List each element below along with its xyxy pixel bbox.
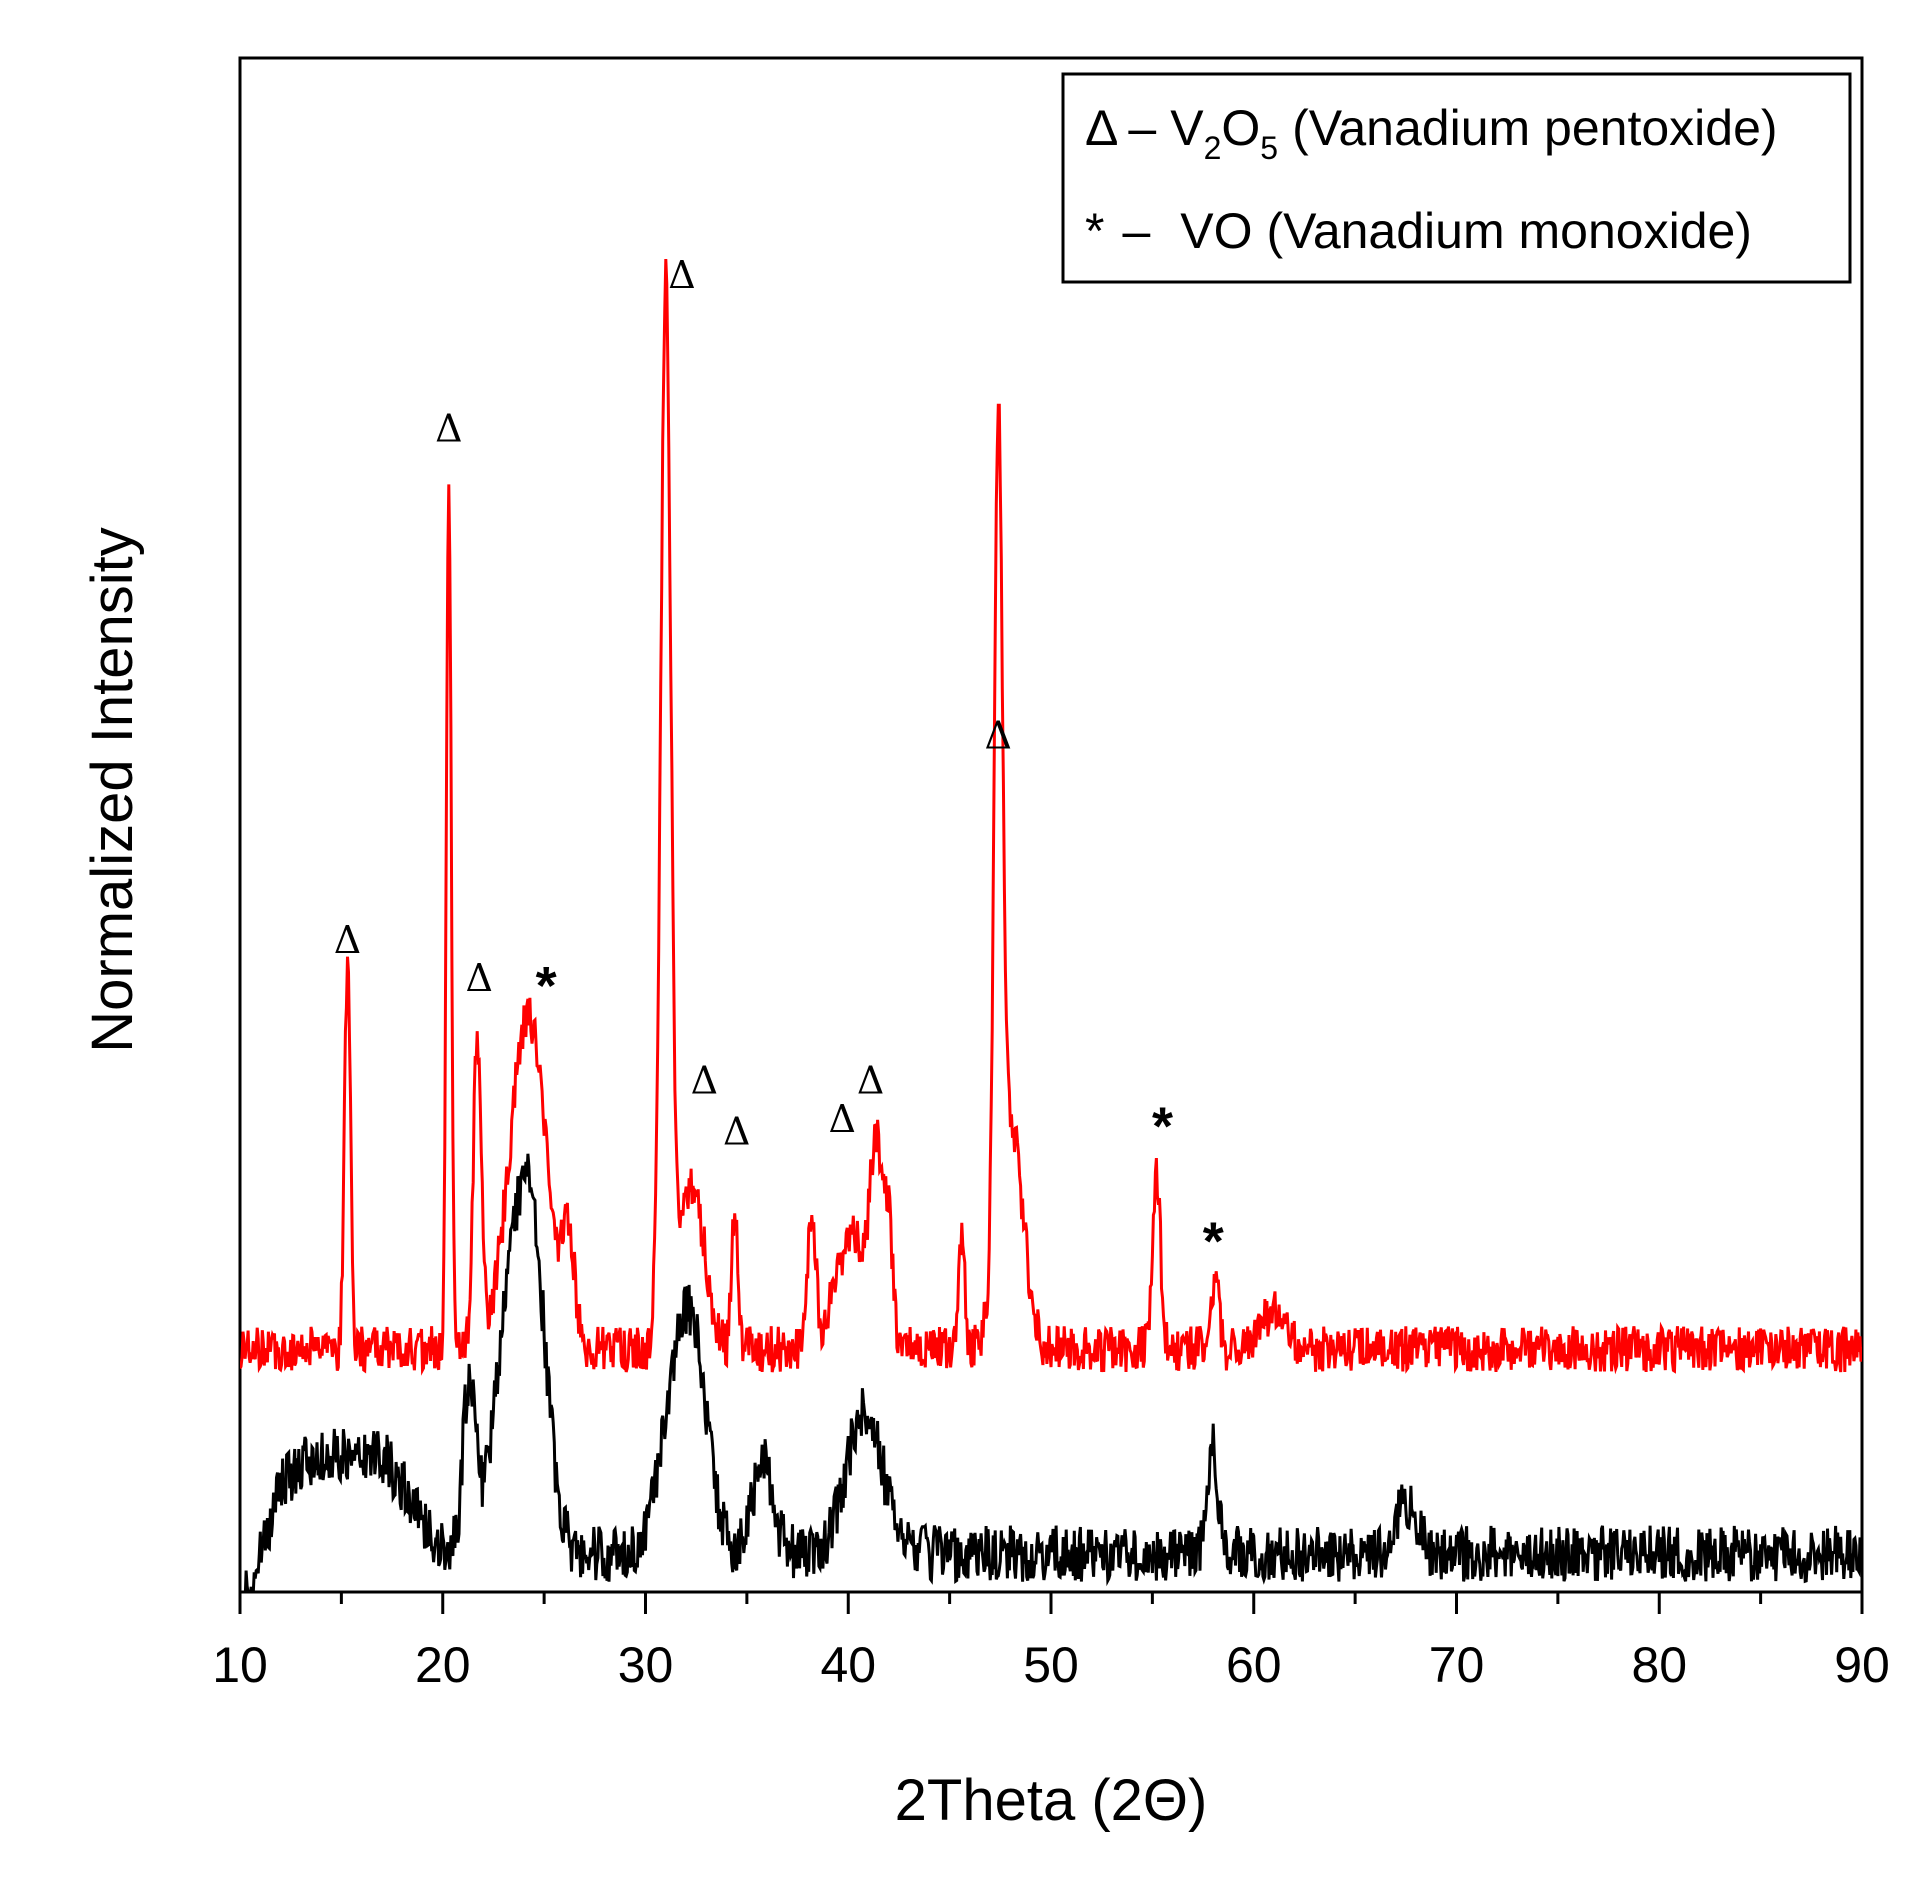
- x-tick-label: 90: [1834, 1637, 1890, 1693]
- series-layer: [240, 258, 1862, 1592]
- x-tick-label: 40: [820, 1637, 876, 1693]
- peak-marker-vo-star: *: [1203, 1212, 1224, 1272]
- series-lower-black-line: [243, 1153, 1862, 1592]
- x-axis-ticks: [238, 1592, 1864, 1614]
- x-tick-label: 50: [1023, 1637, 1079, 1693]
- legend-v2o5-symbol: Δ: [1085, 100, 1118, 156]
- peak-marker-vo-star: *: [1152, 1097, 1173, 1157]
- x-axis-tick-labels: 10 20 30 40 50 60 70 80 90: [212, 1637, 1890, 1693]
- peak-marker-v2o5-delta: Δ: [435, 407, 462, 451]
- peak-marker-v2o5-delta: Δ: [466, 956, 493, 1000]
- legend-v2o5-formula-v: V: [1170, 100, 1204, 156]
- series-upper-red-line: [240, 258, 1862, 1376]
- legend-vo-symbol: *: [1085, 203, 1104, 259]
- peak-marker-v2o5-delta: Δ: [985, 713, 1012, 757]
- x-tick-label: 80: [1631, 1637, 1687, 1693]
- legend-entry-vo: * – VO (Vanadium monoxide): [1085, 203, 1752, 259]
- x-tick-label: 20: [415, 1637, 471, 1693]
- peak-marker-v2o5-delta: Δ: [723, 1110, 750, 1154]
- legend-box: [1061, 72, 1852, 284]
- peak-annotations: ΔΔΔ *ΔΔΔ ΔΔΔ**: [334, 253, 1224, 1272]
- legend-v2o5-desc: (Vanadium pentoxide): [1292, 100, 1777, 156]
- legend-vo-dash: –: [1122, 203, 1150, 259]
- legend-v2o5-subscript-5: 5: [1260, 130, 1278, 166]
- x-tick-label: 10: [212, 1637, 268, 1693]
- peak-marker-v2o5-delta: Δ: [668, 253, 695, 297]
- legend-vo-formula: VO: [1180, 203, 1252, 259]
- peak-marker-v2o5-delta: Δ: [857, 1058, 884, 1102]
- x-axis-title: 2Theta (2Θ): [895, 1768, 1208, 1833]
- y-axis-title: Normalized Intensity: [80, 527, 145, 1052]
- legend: Δ – V2O5 (Vanadium pentoxide) * – VO (Vanadium…: [1061, 72, 1852, 284]
- legend-v2o5-subscript-2: 2: [1204, 130, 1222, 166]
- legend-entry-v2o5: Δ – V2O5 (Vanadium pentoxide): [1085, 100, 1778, 166]
- x-tick-label: 70: [1429, 1637, 1485, 1693]
- legend-vo-desc: (Vanadium monoxide): [1267, 203, 1752, 259]
- peak-marker-v2o5-delta: Δ: [334, 918, 361, 962]
- peak-marker-v2o5-delta: Δ: [691, 1058, 718, 1102]
- x-tick-label: 60: [1226, 1637, 1282, 1693]
- x-tick-label: 30: [618, 1637, 674, 1693]
- legend-v2o5-dash: –: [1128, 100, 1156, 156]
- peak-marker-vo-star: *: [536, 956, 557, 1016]
- peak-marker-v2o5-delta: Δ: [828, 1097, 855, 1141]
- legend-v2o5-formula-o: O: [1221, 100, 1260, 156]
